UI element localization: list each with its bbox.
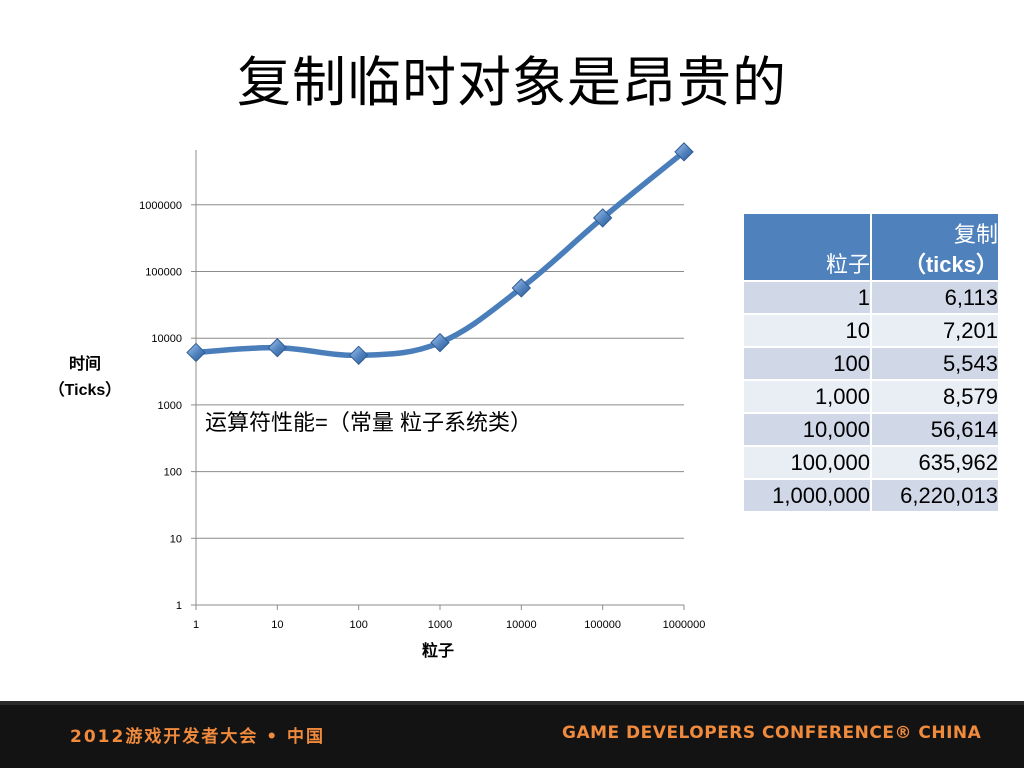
data-point-marker	[430, 332, 450, 353]
y-tick-label: 1000000	[139, 200, 182, 212]
data-table: 粒子 复制 （ticks） 1 6,113 10 7,201 100 5,543…	[742, 212, 1000, 513]
data-point-marker	[267, 338, 288, 358]
x-tick-label: 1	[193, 619, 199, 631]
chart-annotation: 运算符性能=（常量 粒子系统类）	[205, 410, 532, 435]
table-row: 1 6,113	[742, 280, 1000, 315]
log-log-line-chart: 1 10 100 1000 10000 100000 1000000 1 10 100 1000 10…	[139, 142, 706, 660]
table-row: 1,000,000 6,220,013	[742, 478, 1000, 513]
y-axis-label-line1: 时间	[68, 356, 101, 373]
table-cell-ticks: 8,579	[870, 379, 1000, 414]
table-row: 100 5,543	[742, 346, 1000, 381]
x-tick-label: 100	[349, 619, 367, 631]
table-cell-ticks: 7,201	[870, 313, 1000, 348]
table-cell-particles: 1	[742, 280, 872, 315]
data-point-marker	[592, 208, 613, 228]
table-cell-ticks: 5,543	[870, 346, 1000, 381]
footer-left-text: 2012游戏开发者大会 • 中国	[70, 727, 326, 747]
table-header-row: 粒子 复制 （ticks）	[742, 212, 1000, 282]
y-axis-label-line2: （Ticks）	[48, 382, 122, 399]
table-header-particles-line2: 粒子	[825, 252, 870, 277]
table-header-copy-line2: （ticks）	[903, 252, 998, 277]
x-tick-label: 10	[271, 619, 283, 631]
table-cell-particles: 100	[742, 346, 872, 381]
data-point-marker	[348, 345, 369, 365]
data-point-marker	[186, 342, 206, 363]
table-header-particles: 粒子	[742, 212, 872, 282]
y-tick-label: 1	[176, 600, 182, 612]
data-point-marker	[511, 278, 532, 298]
table-cell-particles: 1,000	[742, 379, 872, 414]
table-row: 1,000 8,579	[742, 379, 1000, 414]
table-header-copy-ticks: 复制 （ticks）	[870, 212, 1000, 282]
x-tick-label: 100000	[584, 619, 621, 631]
footer-strip	[0, 701, 1024, 705]
table-cell-particles: 10	[742, 313, 872, 348]
table-cell-ticks: 635,962	[870, 445, 1000, 480]
table-cell-particles: 10,000	[742, 412, 872, 447]
table-row: 100,000 635,962	[742, 445, 1000, 480]
y-tick-label: 10000	[151, 333, 182, 345]
y-tick-label: 1000	[158, 400, 182, 412]
table-header-copy-line1: 复制	[953, 222, 998, 247]
slide-title: 复制临时对象是昂贵的	[237, 53, 787, 113]
y-tick-label: 100000	[145, 267, 182, 279]
x-tick-label: 1000	[428, 619, 452, 631]
y-axis-label: 时间 （Ticks）	[40, 352, 130, 404]
footer-right-text: GAME DEVELOPERS CONFERENCE® CHINA	[562, 723, 982, 743]
table-cell-ticks: 6,113	[870, 280, 1000, 315]
series-line	[193, 149, 687, 359]
table-row: 10,000 56,614	[742, 412, 1000, 447]
table-cell-ticks: 6,220,013	[870, 478, 1000, 513]
data-point-marker	[674, 142, 694, 162]
x-tick-label: 1000000	[663, 619, 706, 631]
conference-footer: 2012游戏开发者大会 • 中国 GAME DEVELOPERS CONFERE…	[0, 701, 1024, 768]
y-tick-label: 100	[164, 467, 182, 479]
x-axis-label: 粒子	[422, 641, 454, 660]
table-cell-particles: 1,000,000	[742, 478, 872, 513]
table-cell-particles: 100,000	[742, 445, 872, 480]
table-row: 10 7,201	[742, 313, 1000, 348]
x-tick-label: 10000	[506, 619, 537, 631]
y-tick-label: 10	[170, 533, 182, 545]
table-cell-ticks: 56,614	[870, 412, 1000, 447]
